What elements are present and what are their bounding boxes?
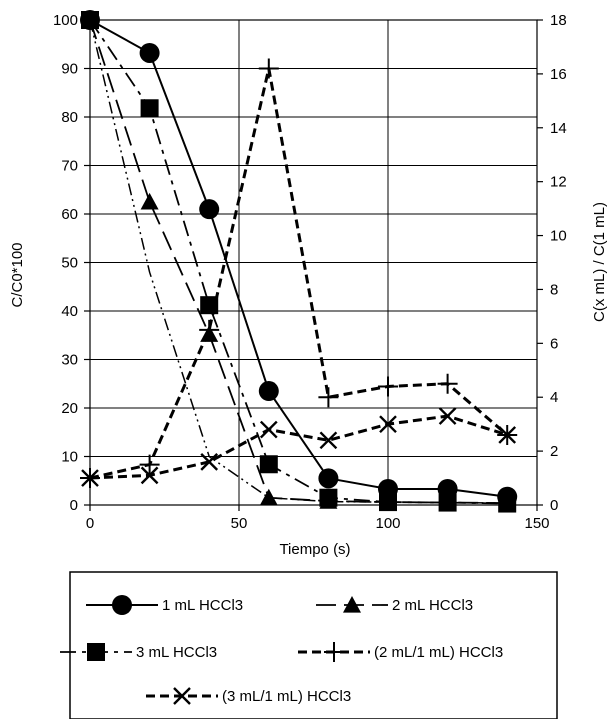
grid: [90, 20, 537, 505]
legend-item: 1 mL HCCl3: [86, 595, 243, 615]
data-point-square: [259, 455, 278, 474]
y-axis-label-right: C(x mL) / C(1 mL): [591, 202, 608, 322]
data-point-circle: [199, 199, 220, 220]
data-point-triangle: [140, 192, 159, 210]
data-point-plus: [199, 319, 220, 340]
data-point-x: [438, 407, 457, 425]
y-tick-label-right: 6: [550, 335, 558, 352]
data-point-x: [140, 466, 159, 485]
data-point-square: [140, 99, 159, 118]
y-tick-label-left: 30: [61, 352, 78, 369]
legend-marker-plus: [324, 642, 344, 662]
data-point-square: [319, 488, 338, 507]
x-axis-label: Tiempo (s): [279, 541, 350, 558]
data-point-x: [319, 431, 338, 450]
y-tick-label-left: 50: [61, 255, 78, 272]
data-point-plus: [258, 58, 279, 79]
y-tick-label-left: 100: [53, 12, 78, 29]
y-tick-label-left: 0: [70, 497, 78, 514]
data-point-plus: [378, 376, 398, 397]
series-line-4: [89, 414, 508, 480]
y-tick-label-left: 90: [61, 61, 78, 78]
data-point-circle: [378, 478, 398, 499]
legend-marker-triangle: [343, 596, 361, 613]
y-tick-label-right: 18: [550, 12, 567, 29]
data-point-plus: [139, 454, 160, 475]
y-tick-label-left: 60: [61, 206, 78, 223]
y-tick-label-left: 10: [61, 449, 78, 466]
x-tick-label: 50: [231, 515, 248, 532]
y-tick-label-right: 2: [550, 443, 558, 460]
y-tick-label-right: 16: [550, 66, 567, 83]
y-axis-label-left: C/C0*100: [9, 242, 26, 307]
y-tick-label-right: 10: [550, 228, 567, 245]
data-point-x: [200, 453, 219, 471]
legend-label: (3 mL/1 mL) HCCl3: [222, 688, 351, 705]
data-point-circle: [80, 10, 100, 30]
data-point-x: [259, 420, 278, 439]
series-line-3: [89, 67, 509, 480]
y-tick-label-right: 4: [550, 389, 558, 406]
series-line-2: [89, 19, 508, 505]
legend-item: 3 mL HCCl3: [60, 643, 217, 661]
legend-label: (2 mL/1 mL) HCCl3: [374, 644, 503, 661]
x-tick-label: 0: [86, 515, 94, 532]
data-point-plus: [318, 387, 339, 408]
y-tick-label-left: 20: [61, 400, 78, 417]
data-point-triangle: [259, 488, 278, 506]
data-point-plus: [437, 373, 458, 394]
data-point-x: [81, 469, 99, 487]
data-point-square: [438, 493, 457, 512]
data-point-circle: [258, 381, 279, 402]
legend-label: 1 mL HCCl3: [162, 597, 243, 614]
y-tick-label-right: 8: [550, 281, 558, 298]
legend-marker-square: [87, 643, 105, 661]
series-line-1: [89, 19, 508, 504]
legend-item: (3 mL/1 mL) HCCl3: [146, 687, 351, 705]
y-tick-label-left: 70: [61, 158, 78, 175]
legend-item: (2 mL/1 mL) HCCl3: [298, 642, 503, 662]
data-point-circle: [497, 486, 518, 507]
x-tick-label: 150: [524, 515, 549, 532]
y-tick-label-right: 12: [550, 174, 567, 191]
data-point-circle: [318, 468, 339, 489]
y-tick-label-left: 80: [61, 109, 78, 126]
legend-label: 2 mL HCCl3: [392, 597, 473, 614]
y-tick-label-right: 14: [550, 120, 567, 137]
data-point-circle: [139, 42, 160, 63]
legend-item: 2 mL HCCl3: [316, 596, 473, 614]
series-line-0: [89, 19, 508, 498]
data-point-square: [200, 296, 219, 315]
data-point-x: [379, 415, 397, 434]
legend-marker-x: [173, 687, 191, 705]
x-tick-label: 100: [375, 515, 400, 532]
legend: 1 mL HCCl3 2 mL HCCl3 3 mL HCCl3 (2 mL/1 mL…: [60, 571, 558, 720]
axes: 0 10 20 30 40 50 60 70 80 90 100 0 2 4 6 8 10 12 14 16 18 0 50…: [53, 12, 567, 532]
series-markers: [80, 10, 518, 513]
y-tick-label-right: 0: [550, 497, 558, 514]
legend-marker-circle: [112, 595, 132, 615]
series-lines: [89, 19, 509, 505]
data-point-x: [498, 426, 517, 444]
y-tick-label-left: 40: [61, 303, 78, 320]
data-point-circle: [437, 478, 458, 499]
series-line-5: [89, 19, 508, 504]
legend-label: 3 mL HCCl3: [136, 644, 217, 661]
